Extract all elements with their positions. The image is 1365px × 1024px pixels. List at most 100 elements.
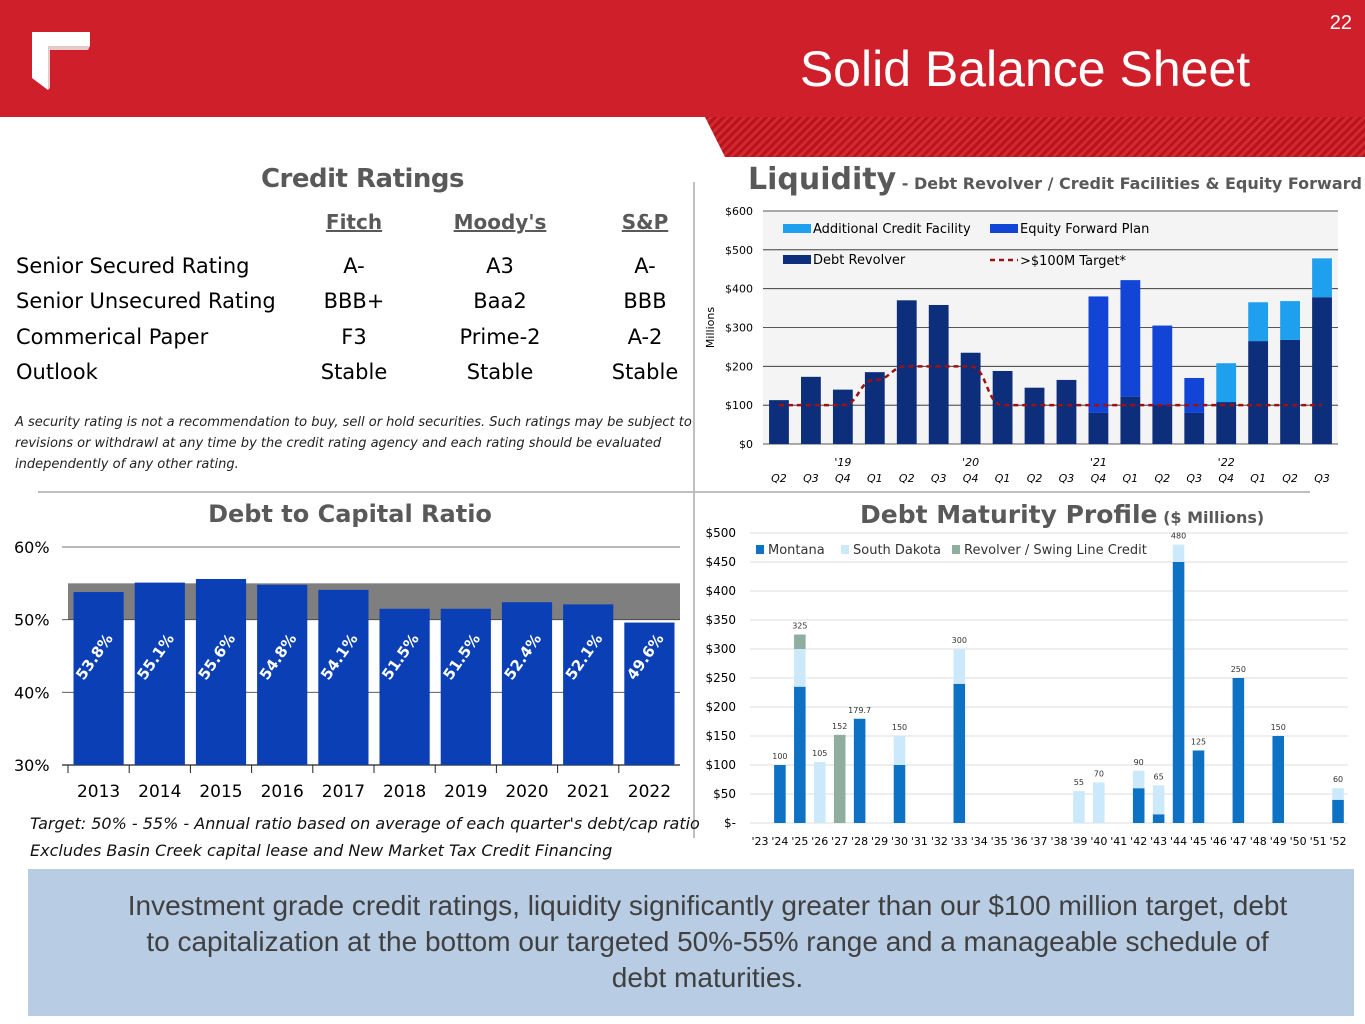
debt-maturity-total-label: 60 [1333,775,1343,784]
debt-maturity-x-tick: '37 [1031,835,1048,848]
debt-maturity-bar-montana [1172,562,1185,823]
debt-maturity-bar-revolver-swing-line-credit [833,734,846,823]
debt-maturity-total-label: 65 [1154,772,1164,781]
debt-maturity-legend-swatch [756,545,764,554]
debt-maturity-bar-montana [893,765,906,823]
debt-maturity-bar-south-dakota [1152,785,1165,815]
debt-maturity-y-tick: $300 [705,642,736,656]
debt-maturity-x-tick: '27 [831,835,848,848]
liquidity-bar-debt-revolver [896,300,917,444]
vertical-divider [693,182,695,838]
rating-row-label: Outlook [16,360,98,384]
debt-capital-x-tick: 2015 [199,782,242,802]
rating-row-label: Commerical Paper [16,325,209,349]
debt-capital-x-tick: 2021 [567,782,610,802]
company-logo-icon [32,32,90,90]
debt-capital-bar [440,608,491,765]
debt-maturity-x-tick: '31 [911,835,928,848]
liquidity-x-tick: Q4 [835,472,851,485]
debt-capital-x-tick: 2022 [628,782,671,802]
liquidity-year-label: '19 [834,456,851,469]
liquidity-x-tick: Q4 [1091,472,1107,485]
liquidity-bar-debt-revolver [992,370,1013,444]
liquidity-bar-equity-forward-plan [1184,377,1205,413]
debt-maturity-total-label: 179.7 [848,706,871,715]
debt-maturity-x-tick: '34 [971,835,988,848]
debt-capital-bar [134,582,185,765]
debt-maturity-chart: $- $50 $100 $150 $200 $250 $300 $350 $400 $450 $50… [705,526,1348,848]
debt-capital-bar [563,604,614,765]
liquidity-bar-debt-revolver [1088,412,1109,444]
debt-maturity-bar-montana [953,683,966,823]
debt-maturity-x-tick: '40 [1090,835,1107,848]
page-number: 22 [1329,12,1352,34]
rating-cell: A-2 [627,325,663,349]
debt-capital-x-tick: 2018 [383,782,426,802]
debt-maturity-bar-montana [1192,750,1205,823]
debt-maturity-y-tick: $250 [705,671,736,685]
liquidity-x-tick: Q4 [963,472,979,485]
debt-maturity-total-label: 55 [1074,778,1084,787]
rating-cell: Stable [611,360,679,384]
liquidity-y-tick: $400 [725,283,753,296]
debt-maturity-x-tick: '29 [871,835,888,848]
liquidity-bar-debt-revolver [769,400,789,444]
liquidity-x-tick: Q3 [931,472,947,485]
debt-maturity-bar-south-dakota [1073,791,1085,823]
page-title: Solid Balance Sheet [799,41,1251,97]
liquidity-y-tick: $100 [725,399,753,412]
debt-maturity-bar-south-dakota [1132,770,1145,789]
debt-maturity-bar-south-dakota [893,736,906,765]
liquidity-bar-debt-revolver [928,304,949,444]
debt-capital-x-tick: 2020 [505,782,548,802]
liquidity-bar-debt-revolver [1024,387,1045,444]
liquidity-year-label: '20 [962,456,979,469]
liquidity-x-tick: Q2 [1282,472,1298,485]
liquidity-bar-additional-credit-facility [1248,302,1269,342]
debt-maturity-y-tick: $450 [705,555,736,569]
liquidity-target-line [778,365,1323,407]
debt-maturity-bar-montana [1152,814,1165,823]
debt-maturity-total-label: 325 [792,622,807,631]
debt-maturity-legend-label: Revolver / Swing Line Credit [964,543,1147,558]
rating-disclaimer: A security rating is not a recommendatio… [15,415,692,472]
liquidity-x-tick: Q1 [1250,472,1266,485]
debt-maturity-legend-label: Montana [768,543,825,558]
horizontal-divider [38,491,1310,493]
debt-maturity-total-label: 105 [812,749,827,758]
debt-maturity-y-tick: $100 [705,758,736,772]
debt-maturity-total-label: 150 [1271,723,1286,732]
agency-fitch-header: Fitch [325,210,383,234]
debt-maturity-x-tick: '23 [751,835,768,848]
liquidity-bar-additional-credit-facility [1216,363,1237,403]
liquidity-bar-debt-revolver [960,352,981,444]
debt-maturity-x-tick: '25 [791,835,808,848]
debt-maturity-total-label: 100 [772,752,787,761]
liquidity-year-label: '22 [1218,456,1235,469]
debt-capital-bar [195,578,247,765]
debt-capital-bar [501,602,553,765]
debt-maturity-total-label: 250 [1231,665,1246,674]
liquidity-x-tick: Q1 [995,472,1011,485]
liquidity-chart: $0 $100 $200 $300 $400 $500 $600 Millions Q2 Q3 Q4… [704,205,1338,485]
debt-capital-x-tick: 2014 [138,782,181,802]
liquidity-bar-debt-revolver [1216,402,1237,444]
rating-cell: Stable [466,360,534,384]
rating-cell: Stable [320,360,388,384]
debt-maturity-bar-montana [853,718,866,823]
debt-maturity-bar-montana [1132,788,1145,823]
debt-maturity-bar-revolver-swing-line-credit [794,634,806,649]
debt-maturity-bar-south-dakota [1332,788,1344,800]
liquidity-x-tick: Q2 [1154,472,1170,485]
debt-capital-chart: 30%40%50%60%53.8%201355.1%201455.6%20155… [14,538,680,802]
debt-capital-y-tick: 60% [14,538,50,557]
debt-maturity-x-tick: '30 [891,835,908,848]
liquidity-legend-label: Debt Revolver [813,253,906,268]
debt-capital-y-tick: 50% [14,611,50,630]
debt-maturity-x-tick: '51 [1310,835,1327,848]
debt-maturity-x-tick: '32 [931,835,948,848]
debt-maturity-bar-south-dakota [1093,782,1105,823]
liquidity-title-main: Liquidity [748,162,897,197]
liquidity-y-tick: $600 [725,205,753,218]
debt-maturity-y-tick: $- [724,816,736,830]
